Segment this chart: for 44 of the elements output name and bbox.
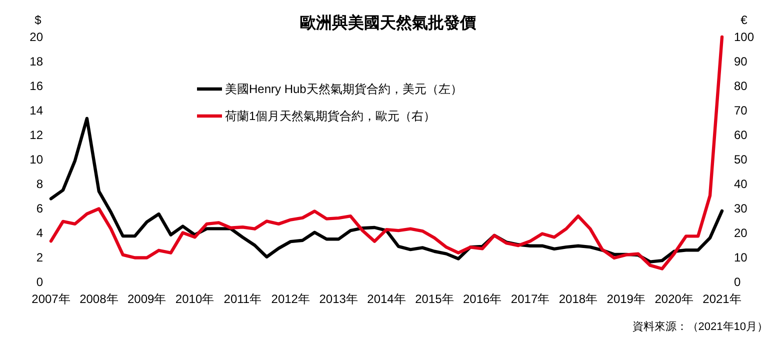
y2-tick-label: 40	[734, 177, 748, 191]
x-tick-label: 2020年	[654, 292, 694, 306]
y-tick-label: 16	[30, 79, 44, 93]
x-tick-label: 2019年	[606, 292, 646, 306]
y-tick-label: 6	[36, 202, 44, 216]
y2-tick-label: 100	[734, 30, 754, 44]
y-axis-title: $	[34, 13, 42, 27]
source-note: 資料來源：（2021年10月）	[632, 320, 768, 333]
x-tick-label: 2013年	[319, 292, 358, 306]
y2-tick-label: 20	[734, 226, 748, 240]
chart-title: 歐洲與美國天然氣批發價	[300, 13, 477, 32]
legend-label: 荷蘭1個月天然氣期貨合約，歐元（右）	[225, 109, 436, 123]
y-tick-label: 0	[36, 275, 44, 289]
y-tick-label: 18	[30, 54, 44, 68]
y2-tick-label: 60	[734, 128, 748, 142]
x-tick-label: 2008年	[80, 292, 118, 306]
x-tick-label: 2012年	[271, 292, 310, 306]
y2-tick-label: 0	[734, 275, 741, 289]
y2-tick-label: 50	[734, 152, 748, 166]
y-tick-label: 8	[36, 177, 44, 191]
y2-tick-label: 80	[734, 79, 748, 93]
y-tick-label: 20	[30, 30, 44, 44]
y2-tick-label: 10	[734, 250, 748, 264]
x-tick-label: 2009年	[128, 292, 166, 306]
x-tick-label: 2014年	[367, 292, 406, 306]
x-tick-label: 2021年	[702, 292, 742, 306]
x-tick-label: 2007年	[32, 292, 70, 306]
x-tick-label: 2018年	[558, 292, 598, 306]
y-tick-label: 12	[30, 128, 44, 142]
x-tick-label: 2010年	[175, 292, 214, 306]
y-tick-label: 14	[30, 104, 44, 118]
y2-axis-title: €	[740, 13, 748, 27]
x-tick-label: 2017年	[510, 292, 550, 306]
x-tick-label: 2016年	[463, 292, 502, 306]
x-tick-label: 2015年	[415, 292, 454, 306]
y2-tick-label: 30	[734, 202, 748, 216]
legend-label: 美國Henry Hub天然氣期貨合約，美元（左）	[225, 82, 462, 96]
y-tick-label: 2	[36, 250, 44, 264]
y2-tick-label: 70	[734, 104, 748, 118]
x-tick-label: 2011年	[224, 292, 262, 306]
line-series	[49, 35, 724, 270]
y-tick-label: 10	[30, 152, 44, 166]
y-tick-label: 4	[36, 226, 44, 240]
y2-tick-label: 90	[734, 54, 748, 68]
